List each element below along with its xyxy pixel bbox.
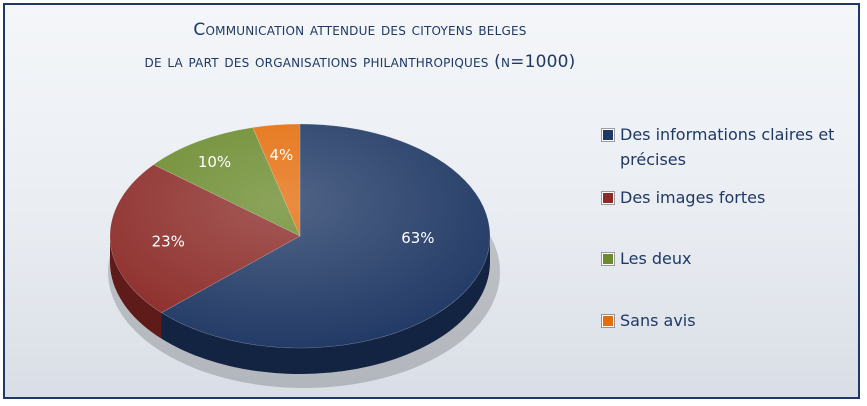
legend-item-1: Des images fortes [600, 185, 845, 210]
pie-data-label-2: 10% [198, 153, 231, 171]
pie-highlight [110, 124, 490, 348]
legend-item-2: Les deux [600, 246, 845, 271]
chart-title-line-1: Communication attendue des citoyens belg… [193, 20, 527, 40]
pie-data-label-0: 63% [401, 229, 434, 247]
pie-slice-side-1 [110, 236, 162, 339]
pie-data-label-1: 23% [152, 233, 185, 251]
legend-swatch-3 [602, 315, 614, 327]
legend-swatch-0 [602, 129, 614, 141]
chart-title-line-2: de la part des organisations philanthrop… [144, 52, 576, 72]
legend-label-2: Les deux [620, 249, 692, 268]
legend-swatch-2 [602, 253, 614, 265]
legend-label-3: Sans avis [620, 311, 696, 330]
legend-label-1: Des images fortes [620, 188, 766, 207]
pie-data-label-3: 4% [270, 146, 294, 164]
chart-title: Communication attendue des citoyens belg… [0, 14, 720, 78]
pie-slice-side-0 [161, 236, 490, 375]
legend-swatch-1 [602, 192, 614, 204]
legend-label-0: Des informations claires et précises [620, 125, 835, 169]
legend-item-0: Des informations claires et précises [600, 122, 845, 172]
legend-item-3: Sans avis [600, 308, 845, 333]
